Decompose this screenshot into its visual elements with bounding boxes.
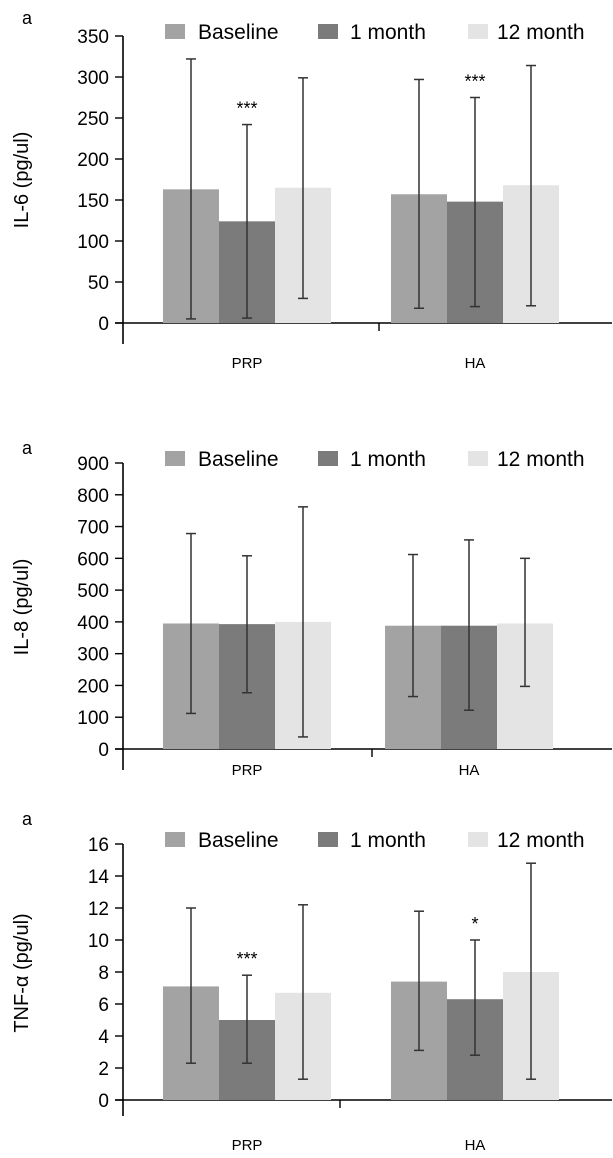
legend-label: Baseline (198, 829, 279, 852)
panel-label: a (22, 809, 33, 829)
legend-label: 12 month (497, 829, 585, 852)
y-tick-label: 200 (77, 676, 109, 697)
chart-panel-1: a IL-6 (pg/ul) 0 50 100 150 200 250 300 350 PRP HA *… (11, 8, 612, 372)
legend-swatch-12-month (468, 832, 488, 847)
y-tick-label: 4 (98, 1027, 109, 1048)
y-axis-label: IL-6 (pg/ul) (11, 132, 33, 229)
y-tick-label: 10 (88, 931, 109, 952)
legend-label: 12 month (497, 448, 585, 471)
legend-swatch-1-month (318, 24, 338, 39)
y-tick-label: 0 (98, 740, 109, 761)
x-tick-label: PRP (232, 762, 263, 779)
legend-swatch-12-month (468, 451, 488, 466)
x-tick-label: HA (465, 355, 486, 372)
y-tick-label: 16 (88, 835, 109, 856)
legend-swatch-baseline (165, 832, 185, 847)
y-tick-label: 900 (77, 454, 109, 475)
y-tick-label: 0 (98, 314, 109, 335)
y-tick-label: 100 (77, 708, 109, 729)
y-tick-label: 8 (98, 963, 109, 984)
legend-label: Baseline (198, 21, 279, 44)
y-tick-label: 50 (88, 273, 109, 294)
legend-swatch-1-month (318, 832, 338, 847)
y-tick-label: 12 (88, 899, 109, 920)
y-tick-label: 500 (77, 581, 109, 602)
y-tick-label: 0 (98, 1091, 109, 1112)
y-axis-label: TNF-α (pg/ul) (11, 913, 33, 1032)
legend-swatch-1-month (318, 451, 338, 466)
legend-label: Baseline (198, 448, 279, 471)
legend-swatch-baseline (165, 24, 185, 39)
y-tick-label: 400 (77, 613, 109, 634)
panel-label: a (22, 8, 33, 28)
y-tick-label: 300 (77, 645, 109, 666)
x-tick-label: HA (459, 762, 480, 779)
y-tick-label: 100 (77, 232, 109, 253)
y-tick-label: 800 (77, 486, 109, 507)
legend-swatch-12-month (468, 24, 488, 39)
legend-label: 1 month (350, 829, 426, 852)
y-tick-label: 14 (88, 867, 110, 888)
panel-label: a (22, 438, 33, 458)
y-axis-label: IL-8 (pg/ul) (11, 559, 33, 656)
significance-marker: *** (236, 949, 257, 969)
legend-label: 12 month (497, 21, 585, 44)
y-tick-label: 6 (98, 995, 109, 1016)
y-tick-label: 600 (77, 549, 109, 570)
y-tick-label: 150 (77, 191, 109, 212)
y-tick-label: 300 (77, 68, 109, 89)
x-tick-label: PRP (232, 355, 263, 372)
legend-label: 1 month (350, 21, 426, 44)
y-tick-label: 350 (77, 27, 109, 48)
legend-swatch-baseline (165, 451, 185, 466)
significance-marker: * (471, 914, 478, 934)
y-tick-label: 250 (77, 109, 109, 130)
x-tick-label: HA (465, 1137, 486, 1154)
significance-marker: *** (464, 72, 485, 92)
legend-label: 1 month (350, 448, 426, 471)
y-tick-label: 2 (98, 1059, 109, 1080)
chart-panel-2: a IL-8 (pg/ul) 0 100 200 300 400 500 600 700 800 90… (11, 438, 612, 779)
significance-marker: *** (236, 99, 257, 119)
y-tick-label: 200 (77, 150, 109, 171)
y-tick-label: 700 (77, 518, 109, 539)
x-tick-label: PRP (232, 1137, 263, 1154)
